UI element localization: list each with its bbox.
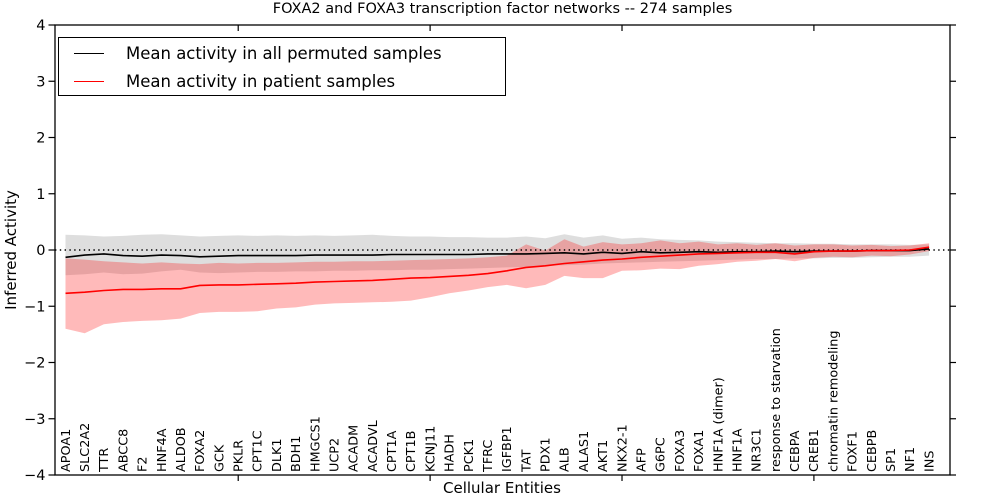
patient-mean-line	[65, 246, 930, 295]
x-category-label: APOA1	[59, 429, 74, 472]
x-category-label: ACADVL	[366, 419, 381, 472]
x-category-label: PCK1	[462, 439, 477, 472]
x-category-label: G6PC	[654, 437, 669, 472]
x-category-label: TAT	[519, 449, 534, 473]
black-line-sample-icon	[74, 52, 104, 54]
x-category-label: CEBPA	[788, 430, 803, 472]
x-category-label: HADH	[443, 434, 458, 472]
x-category-label: HNF1A	[730, 428, 745, 472]
x-category-label: GCK	[212, 444, 227, 472]
x-category-label: FOXF1	[846, 431, 861, 472]
x-category-label: NKX2-1	[615, 424, 630, 472]
x-category-label: HNF1A (dimer)	[711, 377, 726, 472]
x-category-label: HMGCS1	[308, 416, 323, 472]
x-category-label: TTR	[97, 448, 112, 473]
x-category-label: CPT1C	[251, 430, 266, 472]
x-category-label: response to starvation	[769, 328, 784, 472]
legend-entry-label: Mean activity in patient samples	[126, 71, 396, 91]
chart-title: FOXA2 and FOXA3 transcription factor net…	[272, 1, 733, 17]
x-category-label: FOXA3	[673, 430, 688, 472]
x-category-label: PDX1	[539, 438, 554, 472]
x-category-label: ALB	[558, 447, 573, 472]
legend-entry: Mean activity in patient samples	[59, 67, 505, 95]
y-tick-label: 0	[36, 243, 45, 259]
permuted-confidence-band	[65, 234, 930, 276]
x-category-label: CREB1	[807, 429, 822, 472]
y-tick-label: 4	[36, 18, 45, 34]
legend: Mean activity in all permuted samples Me…	[58, 37, 506, 96]
x-category-label: ACADM	[347, 425, 362, 472]
x-category-label: ALAS1	[577, 431, 592, 472]
x-category-label: CPT1A	[385, 430, 400, 472]
y-tick-label: −3	[24, 412, 45, 428]
x-category-label: DLK1	[270, 438, 285, 472]
x-axis-label: Cellular Entities	[443, 479, 561, 497]
y-tick-label: −4	[24, 468, 45, 484]
x-category-label: CEBPB	[865, 430, 880, 472]
x-category-label: AFP	[635, 448, 650, 472]
x-category-label: NF1	[903, 447, 918, 472]
x-category-label: CPT1B	[404, 431, 419, 472]
x-category-label: SLC2A2	[78, 423, 93, 472]
legend-entry: Mean activity in all permuted samples	[59, 39, 505, 67]
x-category-label: KCNJ11	[423, 426, 438, 472]
x-category-label: NR3C1	[750, 428, 765, 472]
x-category-label: TFRC	[481, 440, 496, 473]
x-category-label: UCP2	[327, 438, 342, 472]
x-category-label: AKT1	[596, 440, 611, 472]
y-tick-label: 1	[36, 187, 45, 203]
x-category-label: F2	[136, 456, 151, 472]
x-category-label: SP1	[884, 448, 899, 472]
permuted-mean-line	[65, 248, 930, 259]
y-axis-label: Inferred Activity	[2, 190, 20, 310]
y-tick-label: −1	[24, 299, 45, 315]
y-tick-label: 2	[36, 131, 45, 147]
x-category-label: PKLR	[232, 440, 247, 472]
patient-confidence-band	[65, 239, 930, 334]
x-category-label: HNF4A	[155, 428, 170, 472]
legend-entry-label: Mean activity in all permuted samples	[126, 43, 442, 63]
x-category-label: chromatin remodeling	[826, 330, 841, 472]
x-category-label: FOXA1	[692, 430, 707, 472]
x-category-label: BDH1	[289, 436, 304, 472]
y-tick-label: −2	[24, 356, 45, 372]
x-category-label: IGFBP1	[500, 426, 515, 472]
y-tick-label: 3	[36, 74, 45, 90]
x-category-label: ABCC8	[116, 429, 131, 472]
x-category-label: ALDOB	[174, 427, 189, 472]
x-category-label: FOXA2	[193, 430, 208, 472]
red-line-sample-icon	[74, 80, 104, 82]
x-category-label: INS	[922, 451, 937, 472]
